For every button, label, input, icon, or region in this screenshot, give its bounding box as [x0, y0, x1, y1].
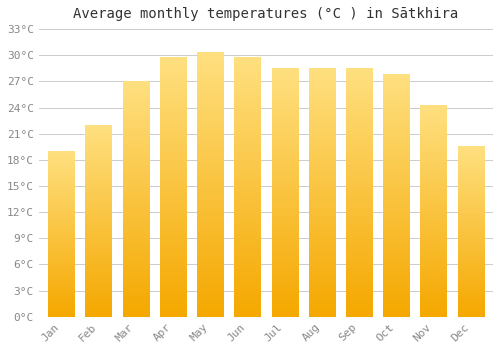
- Title: Average monthly temperatures (°C ) in Sātkhira: Average monthly temperatures (°C ) in Sā…: [74, 7, 458, 21]
